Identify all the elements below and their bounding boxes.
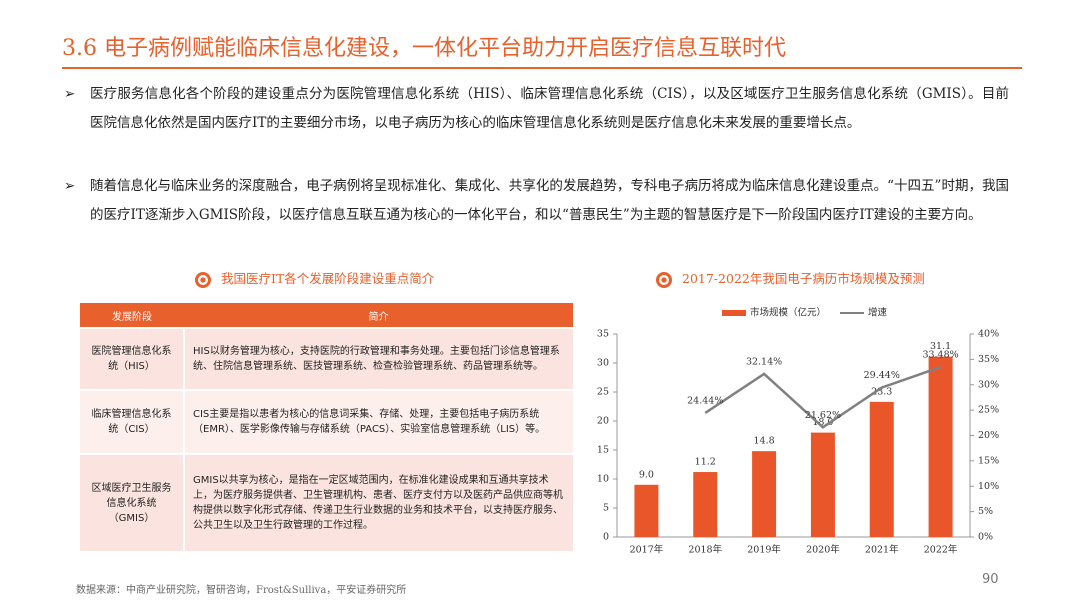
bar-value-label: 31.1 bbox=[930, 341, 951, 352]
y2-tick-label: 20% bbox=[978, 430, 999, 441]
y-tick-label: 30 bbox=[597, 358, 609, 369]
y-tick-label: 25 bbox=[597, 387, 609, 398]
y2-tick-label: 0% bbox=[978, 532, 993, 543]
stage-cell: 医院管理信息化系统（HIS） bbox=[80, 327, 184, 390]
bullet: ➢ 随着信息化与临床业务的深度融合，电子病例将呈现标准化、集成化、共享化的发展趋势… bbox=[64, 172, 1009, 230]
y-tick-label: 35 bbox=[597, 329, 609, 340]
legend-label: 市场规模（亿元） bbox=[750, 307, 826, 319]
bar-value-label: 18.0 bbox=[812, 417, 833, 428]
y2-tick-label: 25% bbox=[978, 405, 999, 416]
desc-cell: GMIS以共享为核心，是指在一定区域范围内，在标准化建设成果和互通共享技术上，为… bbox=[183, 453, 573, 551]
bar bbox=[634, 484, 659, 537]
x-tick-label: 2021年 bbox=[865, 544, 899, 556]
y2-tick-label: 10% bbox=[978, 481, 999, 492]
desc-cell: HIS以财务管理为核心，支持医院的行政管理和事务处理。主要包括门诊信息管理系统、… bbox=[183, 327, 573, 390]
legend-label: 增速 bbox=[868, 307, 888, 319]
line bbox=[704, 365, 941, 429]
stage-cell: 区域医疗卫生服务信息化系统（GMIS） bbox=[80, 453, 184, 551]
x-tick-label: 2017年 bbox=[630, 544, 664, 556]
chart-title: 2017-2022年我国电子病历市场规模及预测 bbox=[682, 271, 925, 286]
legend-swatch bbox=[722, 310, 746, 316]
y-tick-label: 5 bbox=[603, 503, 609, 514]
table-header: 简介 bbox=[184, 303, 573, 328]
y2-tick-label: 30% bbox=[978, 379, 999, 390]
bar-value-label: 23.3 bbox=[871, 386, 892, 397]
stage-cell: 临床管理信息化系统（CIS） bbox=[80, 389, 184, 454]
page-number: 90 bbox=[982, 572, 999, 587]
section-title: 我国医疗IT各个发展阶段建设重点简介 bbox=[221, 271, 435, 286]
y2-tick-label: 40% bbox=[978, 329, 999, 340]
line-value-label: 33.48% bbox=[922, 350, 958, 361]
x-tick-label: 2019年 bbox=[747, 544, 781, 556]
slide-title: 3.6 电子病例赋能临床信息化建设，一体化平台助力开启医疗信息互联时代 bbox=[62, 36, 786, 61]
line-value-label: 32.14% bbox=[746, 356, 782, 367]
y2-tick-label: 35% bbox=[978, 354, 999, 365]
line-value-label: 24.44% bbox=[687, 395, 723, 406]
bullet: ➢ 医疗服务信息化各个阶段的建设重点分为医院管理信息化系统（HIS）、临床管理信息… bbox=[64, 80, 1009, 138]
stage-table: 发展阶段 简介 医院管理信息化系统（HIS） HIS以财务管理为核心，支持医院的行政… bbox=[80, 303, 573, 551]
bar bbox=[693, 472, 718, 537]
y2-tick-label: 15% bbox=[978, 455, 999, 466]
bar-value-label: 14.8 bbox=[754, 436, 775, 447]
bar-value-label: 11.2 bbox=[695, 457, 716, 468]
line-value-label: 21.62% bbox=[805, 410, 841, 421]
x-tick-label: 2020年 bbox=[806, 544, 840, 556]
bar bbox=[810, 432, 835, 537]
desc-cell: CIS主要是指以患者为核心的信息词采集、存储、处理，主要包括电子病历系统（EMR… bbox=[183, 389, 573, 454]
bar bbox=[752, 451, 777, 537]
bar bbox=[928, 356, 953, 537]
bar bbox=[869, 401, 894, 537]
y-tick-label: 10 bbox=[597, 474, 609, 485]
y-tick-label: 0 bbox=[603, 532, 609, 543]
source-note: 数据来源：中商产业研究院，智研咨询，Frost&Sulliva，平安证券研究所 bbox=[76, 585, 407, 596]
x-tick-label: 2022年 bbox=[924, 544, 958, 556]
section-heading: 我国医疗IT各个发展阶段建设重点简介 bbox=[195, 268, 434, 288]
x-tick-label: 2018年 bbox=[688, 544, 722, 556]
bar-value-label: 9.0 bbox=[639, 469, 654, 480]
bullet-text: 医疗服务信息化各个阶段的建设重点分为医院管理信息化系统（HIS）、临床管理信息化… bbox=[90, 86, 1009, 131]
line-value-label: 29.44% bbox=[864, 370, 900, 381]
bullet-text: 随着信息化与临床业务的深度融合，电子病例将呈现标准化、集成化、共享化的发展趋势，… bbox=[90, 178, 1009, 223]
section-heading: 2017-2022年我国电子病历市场规模及预测 bbox=[656, 268, 925, 288]
y2-tick-label: 5% bbox=[978, 506, 993, 517]
title-rule bbox=[62, 67, 1022, 69]
table-header: 发展阶段 bbox=[80, 303, 184, 328]
y-tick-label: 15 bbox=[597, 445, 609, 456]
y-tick-label: 20 bbox=[597, 416, 609, 427]
